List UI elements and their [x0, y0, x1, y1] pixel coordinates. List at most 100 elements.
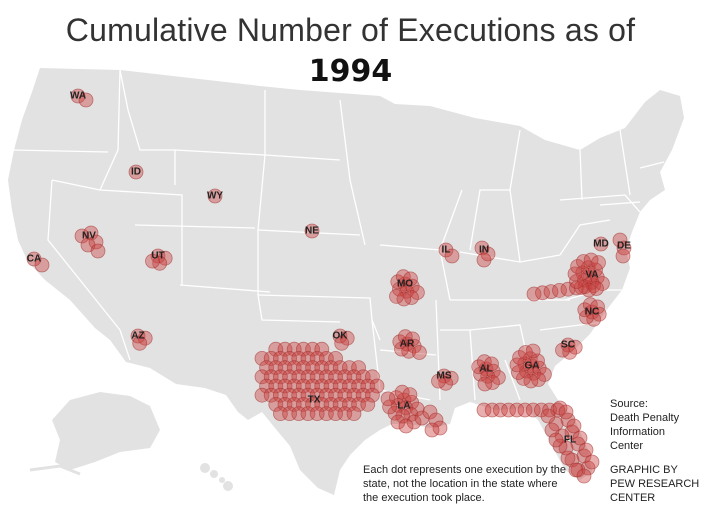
state-border [47, 179, 121, 331]
state-border [559, 219, 611, 256]
execution-dot-fl [564, 424, 580, 440]
execution-dot-fl [566, 418, 582, 434]
state-label-ms: MS [437, 371, 452, 382]
source-label: Source: [610, 398, 648, 410]
state-border [174, 149, 266, 156]
execution-dot-sc [555, 342, 570, 358]
state-label-il: IL [442, 245, 451, 256]
execution-dot-va [570, 259, 585, 274]
aleutian-islands [29, 464, 81, 476]
hawaii-island [219, 477, 225, 483]
state-label-de: DE [617, 241, 631, 252]
execution-dot-fl [476, 402, 492, 418]
execution-dot-fl [560, 450, 576, 466]
execution-dot-nc [591, 306, 607, 322]
execution-dot-ga [511, 365, 526, 380]
state-label-fl: FL [564, 435, 576, 446]
graphic-credit: GRAPHIC BY PEW RESEARCH CENTER [610, 464, 700, 504]
execution-dot-al [473, 366, 488, 382]
state-border [371, 319, 431, 401]
execution-dot-id [128, 164, 144, 180]
execution-dot-ga [516, 370, 531, 386]
execution-dot-va [569, 274, 584, 289]
execution-dot-fl [578, 442, 594, 458]
state-label-id: ID [131, 167, 141, 178]
execution-dot-ar [392, 334, 408, 350]
execution-dot-va [589, 269, 605, 285]
execution-dot-il [444, 248, 460, 264]
execution-dots [26, 88, 632, 484]
execution-dot-nv [90, 243, 106, 259]
execution-dot-la [424, 422, 440, 438]
state-label-nc: NC [585, 307, 599, 318]
execution-dot-ga [530, 353, 545, 369]
state-border [469, 324, 531, 371]
execution-dot-wy [207, 188, 223, 204]
execution-dot-ca [26, 251, 42, 267]
state-border [257, 90, 361, 236]
execution-dot-al [471, 359, 487, 375]
state-label-al: AL [479, 364, 492, 375]
execution-dot-de [615, 248, 631, 264]
execution-dot-tx [364, 369, 380, 385]
execution-dot-la [422, 404, 438, 420]
execution-dot-ne [304, 223, 320, 239]
execution-dot-fl [544, 422, 560, 438]
execution-dot-nc [579, 309, 594, 325]
execution-dot-la [387, 405, 403, 421]
state-border [119, 329, 131, 361]
execution-dot-ms [431, 373, 446, 389]
execution-dot-fl [540, 408, 556, 424]
execution-dot-al [485, 363, 501, 379]
state-border [509, 129, 521, 191]
state-label-ne: NE [305, 226, 319, 237]
state-border [619, 129, 631, 196]
execution-dot-la [380, 391, 396, 407]
state-label-wa: WA [70, 91, 86, 102]
execution-dot-fl [492, 402, 508, 418]
execution-dot-ut [157, 250, 173, 266]
state-border [257, 294, 381, 341]
execution-dot-fl [525, 402, 541, 418]
execution-dot-tx [314, 341, 330, 357]
state-label-in: IN [479, 245, 489, 256]
execution-dot-nv [88, 234, 104, 250]
execution-dot-tx [351, 360, 367, 376]
execution-dot-ga [512, 350, 527, 365]
state-border [119, 69, 176, 185]
execution-dot-ga [531, 360, 547, 376]
execution-dot-la [398, 418, 414, 434]
state-border [257, 294, 341, 323]
execution-dot-de [612, 232, 628, 248]
execution-dot-ar [394, 341, 409, 357]
execution-dot-mo [409, 285, 425, 300]
execution-dot-fl [572, 430, 588, 446]
execution-dot-va [576, 254, 591, 269]
state-border [639, 161, 665, 169]
execution-dot-fl [484, 402, 500, 418]
execution-dot-il [438, 242, 454, 258]
state-border [51, 69, 121, 191]
state-border [469, 189, 521, 263]
execution-dot-in [474, 240, 490, 256]
execution-dot-tx [360, 396, 376, 412]
map-title: Cumulative Number of Executions as of [65, 12, 636, 48]
execution-dot-ar [411, 345, 427, 360]
execution-dot-ga [531, 372, 546, 387]
execution-dot-fl [501, 402, 517, 418]
execution-dot-fl [509, 402, 525, 418]
execution-dot-ar [405, 331, 420, 347]
execution-dot-ar [406, 338, 422, 354]
state-border [439, 189, 463, 251]
execution-dot-wa [78, 92, 94, 108]
execution-dot-tx [364, 387, 380, 403]
execution-dot-fl [576, 448, 592, 464]
execution-dot-va [574, 279, 589, 295]
execution-dot-nc [590, 299, 605, 315]
execution-dot-al [477, 376, 493, 392]
execution-dot-va [591, 255, 606, 271]
execution-dot-nv [83, 225, 99, 241]
map-year: 1994 [308, 54, 393, 89]
state-label-mo: MO [397, 279, 413, 290]
execution-dot-ga [525, 343, 541, 359]
